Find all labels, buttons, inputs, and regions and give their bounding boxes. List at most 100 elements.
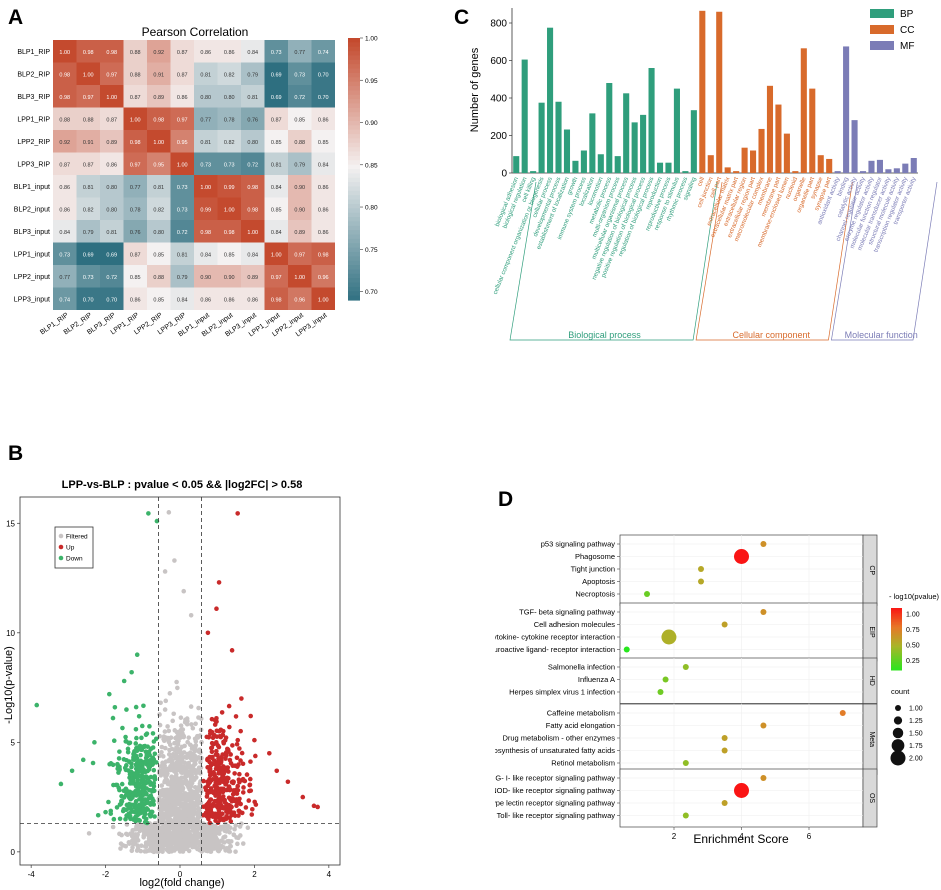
heatmap-cell (123, 152, 147, 175)
volcano-point (166, 844, 172, 849)
heatmap-title: Pearson Correlation (142, 25, 249, 39)
go-bar (606, 83, 613, 173)
volcano-point (157, 769, 162, 774)
heatmap-cell (264, 107, 288, 130)
volcano-point (189, 754, 194, 759)
volcano-point (235, 511, 240, 516)
heatmap-cell-value: 0.89 (247, 275, 258, 281)
volcano-point (172, 740, 177, 746)
heatmap-cell-value: 0.82 (83, 207, 94, 213)
volcano-point (187, 814, 193, 819)
volcano-point (168, 806, 174, 811)
heatmap-cell (100, 107, 124, 130)
volcano-point (157, 722, 163, 728)
volcano-point (111, 816, 117, 822)
colorbar-segment (891, 612, 902, 615)
heatmap-cell (76, 62, 100, 85)
heatmap-cell (76, 287, 100, 310)
volcano-point (160, 846, 166, 852)
volcano-point (214, 606, 219, 612)
heatmap-cell (170, 40, 194, 63)
volcano-point (227, 829, 232, 835)
go-bar (902, 163, 909, 173)
volcano-point (209, 846, 215, 852)
y-tick-label: 600 (490, 56, 507, 67)
volcano-point (151, 739, 157, 744)
heatmap-row-label: LPP3_input (14, 296, 50, 303)
colorbar-segment (891, 665, 902, 668)
colorbar-segment (348, 208, 360, 214)
volcano-point (182, 841, 188, 847)
volcano-point (180, 795, 186, 801)
facet-strip-label: Meta (868, 731, 875, 747)
colorbar-segment (891, 626, 902, 629)
heatmap-cell (241, 265, 265, 288)
volcano-point (249, 812, 255, 817)
go-bar (631, 122, 638, 173)
volcano-point (204, 794, 210, 799)
volcano-point (183, 717, 188, 723)
heatmap-cell (170, 62, 194, 85)
volcano-point (238, 728, 243, 734)
volcano-point (162, 793, 167, 799)
heatmap-cell-value: 0.84 (271, 230, 282, 236)
heatmap-cells: 1.00 0.98 0.98 0.88 0.92 0.87 0.86 0.86 0.84 0.73… (14, 40, 335, 338)
colorbar-segment (348, 230, 360, 236)
volcano-point (220, 789, 226, 795)
volcano-point (154, 827, 159, 832)
heatmap-cell (194, 152, 218, 175)
volcano-point (216, 770, 221, 776)
volcano-point (125, 746, 131, 752)
go-bar (910, 158, 917, 173)
volcano-point (237, 746, 242, 751)
heatmap-cell-value: 0.86 (130, 297, 141, 303)
heatmap-cell (264, 242, 288, 265)
volcano-point (246, 798, 252, 803)
volcano-point (172, 833, 178, 839)
kegg-bubble (682, 812, 689, 819)
heatmap-cell (311, 197, 335, 220)
volcano-point (133, 799, 139, 804)
volcano-point (136, 765, 141, 771)
volcano-point (116, 756, 122, 761)
heatmap-cell-value: 0.98 (106, 50, 117, 56)
volcano-point (139, 723, 145, 729)
heatmap-cell-value: 1.00 (106, 95, 117, 101)
heatmap-cell (194, 220, 218, 243)
heatmap-cell-value: 0.78 (224, 117, 235, 123)
heatmap-cell (241, 220, 265, 243)
heatmap-cell-value: 0.79 (83, 230, 94, 236)
heatmap-cell (170, 175, 194, 198)
volcano-point (213, 793, 218, 798)
bar-legend-label: BP (900, 9, 914, 20)
y-tick-label: 10 (6, 629, 15, 638)
heatmap-cell (100, 152, 124, 175)
colorbar-segment (348, 273, 360, 279)
heatmap-cell (288, 62, 312, 85)
colorbar-segment (348, 142, 360, 148)
volcano-point (173, 775, 179, 780)
heatmap-cell (53, 265, 77, 288)
volcano-point (173, 755, 179, 760)
volcano-point (207, 811, 213, 816)
volcano-point (237, 771, 242, 777)
heatmap-cell (264, 175, 288, 198)
colorbar-segment (891, 668, 902, 671)
volcano-point (133, 741, 139, 746)
volcano-point (133, 775, 139, 780)
panel-b: B LPP-vs-BLP : pvalue < 0.05 && |log2FC|… (0, 440, 350, 890)
heatmap-cell (147, 242, 171, 265)
colorbar-segment (348, 46, 360, 52)
heatmap-cell (170, 220, 194, 243)
heatmap-cell-value: 0.86 (318, 230, 329, 236)
volcano-point (159, 783, 165, 788)
colorbar-segment (348, 190, 360, 196)
go-bar (640, 114, 647, 173)
heatmap-cell (217, 130, 241, 153)
volcano-point (315, 804, 320, 810)
heatmap-cell (194, 197, 218, 220)
volcano-point (228, 819, 234, 824)
heatmap-cell-value: 0.86 (318, 185, 329, 191)
volcano-point (228, 760, 234, 766)
volcano-point (143, 769, 148, 775)
